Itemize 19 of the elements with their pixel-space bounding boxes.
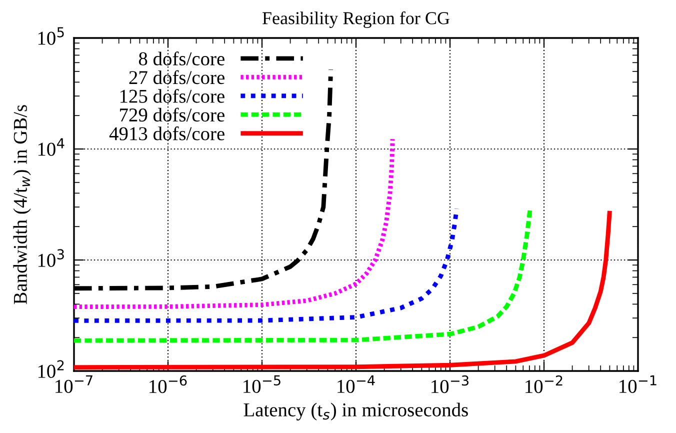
x-tick-label: 10$^{−4}$ — [338, 375, 375, 393]
legend-label: 125 dofs/core — [120, 88, 224, 103]
y-tick-label: 10$^{5}$ — [38, 27, 64, 45]
x-tick-label: 10$^{−2}$ — [526, 375, 562, 394]
x-axis-title: Latency (t$_{s}$) in microseconds — [244, 402, 468, 420]
legend-label: 729 dofs/core — [120, 108, 224, 122]
y-axis-title: Bandwidth (4/t$_{w}$) in GB/s — [13, 105, 31, 304]
x-tick-label: 10$^{−7}$ — [56, 375, 92, 393]
x-tick-label: 10$^{−5}$ — [244, 375, 280, 393]
legend-label: 27 dofs/core — [129, 70, 224, 84]
y-tick-label: 10$^{4}$ — [38, 138, 64, 156]
x-tick-label: 10$^{−3}$ — [432, 375, 468, 394]
y-tick-label: 10$^{3}$ — [38, 249, 64, 267]
legend-label: 4913 dofs/core — [109, 126, 224, 140]
x-tick-label: 10$^{−6}$ — [150, 375, 187, 394]
chart-title: Feasibility Region for CG — [262, 11, 450, 28]
y-tick-label: 10$^{2}$ — [38, 360, 64, 378]
x-tick-label: 10$^{−1}$ — [620, 375, 656, 393]
legend-label: 8 dofs/core — [138, 52, 224, 66]
